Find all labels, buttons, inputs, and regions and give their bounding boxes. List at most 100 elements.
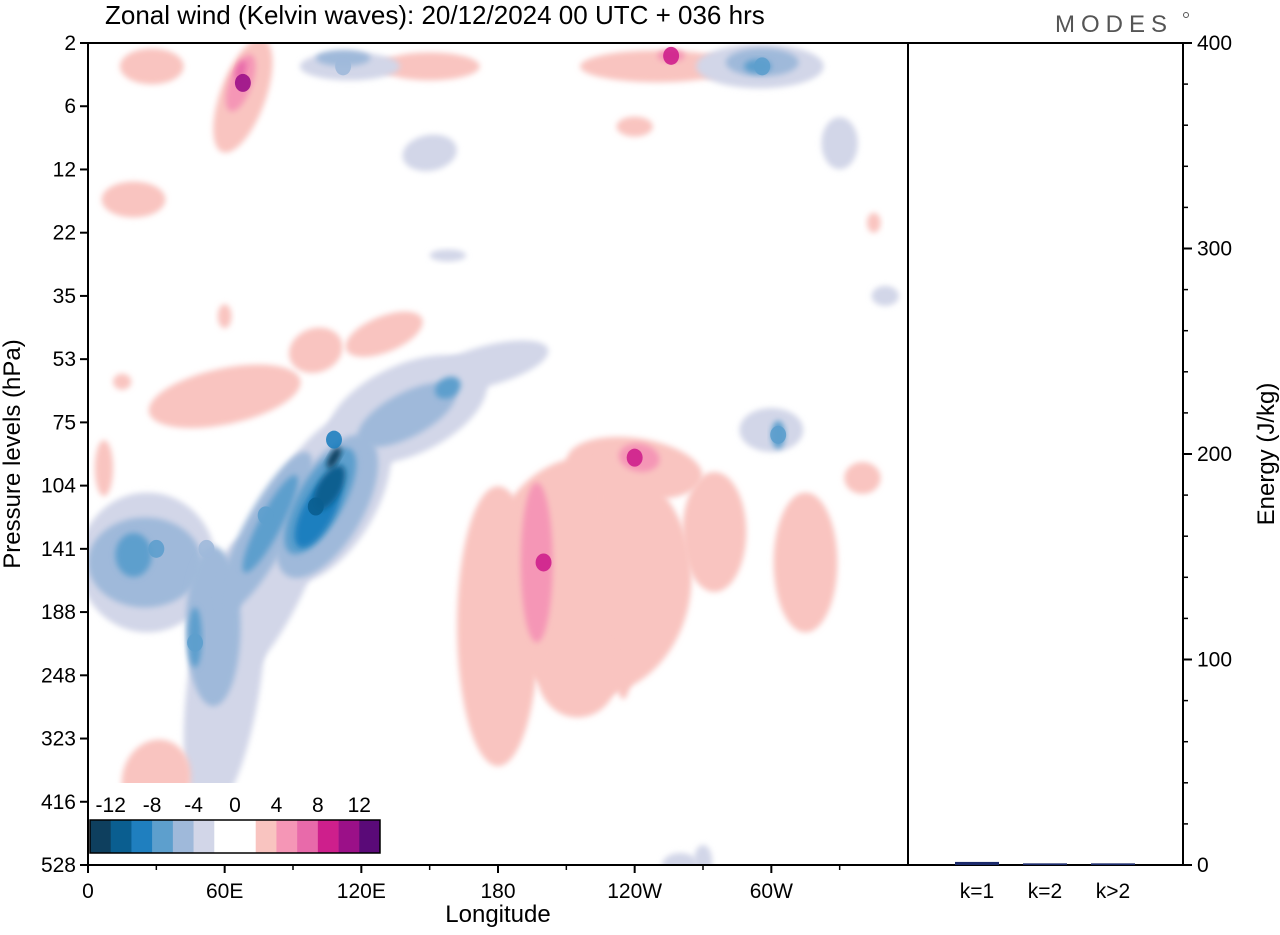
energy-category-label: k=1 bbox=[960, 880, 994, 903]
contour-blob bbox=[457, 486, 539, 767]
y-axis-label: Pressure levels (hPa) bbox=[0, 339, 26, 568]
colorbar-swatch bbox=[193, 820, 215, 853]
pressure-tick-label: 22 bbox=[53, 222, 76, 245]
contour-blob bbox=[326, 447, 342, 469]
pressure-tick-label: 188 bbox=[41, 601, 76, 624]
colorbar-label: 4 bbox=[271, 794, 283, 817]
contour-blob bbox=[821, 117, 858, 170]
logo-mark-icon bbox=[1183, 12, 1189, 18]
contour-blob bbox=[429, 249, 467, 262]
contour-blob bbox=[101, 181, 166, 218]
contour-blob bbox=[682, 471, 747, 592]
contour-blob bbox=[616, 116, 653, 137]
contour-blob bbox=[773, 492, 838, 633]
colorbar-swatch bbox=[110, 820, 132, 853]
wind-extremum bbox=[535, 553, 552, 572]
wind-extremum bbox=[234, 73, 251, 92]
colorbar-label: -8 bbox=[143, 794, 162, 817]
colorbar-swatch bbox=[214, 820, 236, 853]
colorbar-swatch bbox=[255, 820, 277, 853]
energy-tick-label: 400 bbox=[1197, 32, 1232, 55]
contour-blob bbox=[435, 376, 461, 399]
contour-blob bbox=[867, 212, 881, 233]
contour-blob bbox=[844, 462, 881, 495]
colorbar-label: 12 bbox=[348, 794, 371, 817]
contour-blob bbox=[662, 853, 699, 865]
energy-axis: 0 100 200 300 400 bbox=[1183, 32, 1232, 877]
pressure-tick-label: 248 bbox=[41, 664, 76, 687]
contour-blob bbox=[113, 373, 132, 390]
wind-extremum bbox=[754, 57, 771, 76]
colorbar-label: -4 bbox=[184, 794, 203, 817]
modes-logo: MODES bbox=[1055, 11, 1173, 38]
longitude-tick-label: 120W bbox=[607, 880, 662, 903]
wind-extremum bbox=[335, 57, 352, 76]
contour-blob bbox=[357, 382, 457, 448]
contour-blob bbox=[693, 844, 713, 865]
colorbar-swatch bbox=[172, 820, 194, 853]
energy-plot-frame bbox=[907, 42, 1184, 866]
contour-blob bbox=[379, 52, 480, 81]
wind-extremum bbox=[663, 46, 680, 65]
longitude-tick-label: 60W bbox=[750, 880, 793, 903]
energy-bar bbox=[955, 861, 999, 865]
contour-blob bbox=[536, 627, 619, 718]
contour-blob bbox=[402, 134, 457, 172]
contour-blob bbox=[94, 440, 114, 497]
pressure-tick-label: 12 bbox=[53, 158, 76, 181]
energy-tick-label: 300 bbox=[1197, 238, 1232, 261]
colorbar-label: 0 bbox=[229, 794, 241, 817]
chart-title: Zonal wind (Kelvin waves): 20/12/2024 00… bbox=[105, 0, 765, 30]
wind-extremum bbox=[307, 497, 324, 516]
colorbar-label: -12 bbox=[96, 794, 126, 817]
contour-blob bbox=[217, 304, 232, 329]
wind-extremum bbox=[257, 506, 274, 525]
pressure-tick-label: 416 bbox=[41, 791, 76, 814]
colorbar-swatch bbox=[338, 820, 360, 853]
wind-extremum bbox=[326, 430, 342, 449]
pressure-tick-label: 104 bbox=[41, 475, 76, 498]
contour-blob bbox=[580, 50, 735, 83]
energy-tick-label: 100 bbox=[1197, 649, 1232, 672]
energy-bar bbox=[1023, 863, 1067, 865]
contour-blob bbox=[616, 655, 631, 700]
pressure-tick-label: 323 bbox=[41, 728, 76, 751]
energy-category-label: k>2 bbox=[1096, 880, 1130, 903]
longitude-tick-label: 60E bbox=[206, 880, 243, 903]
energy-bar bbox=[1091, 863, 1135, 865]
pressure-tick-label: 6 bbox=[64, 95, 76, 118]
longitude-axis: 0 60E 120E 180 120W 60W bbox=[82, 865, 841, 903]
colorbar-swatch bbox=[131, 820, 153, 853]
colorbar-swatch bbox=[235, 820, 257, 853]
pressure-tick-label: 141 bbox=[41, 538, 76, 561]
contour-blob bbox=[591, 457, 610, 538]
x-axis-label: Longitude bbox=[445, 901, 550, 928]
colorbar-label: 8 bbox=[312, 794, 324, 817]
contour-blob bbox=[313, 465, 346, 510]
longitude-tick-label: 180 bbox=[480, 880, 515, 903]
contour-blob bbox=[871, 285, 899, 306]
colorbar-swatch bbox=[297, 820, 319, 853]
energy-tick-label: 200 bbox=[1197, 443, 1232, 466]
colorbar-frame bbox=[89, 819, 381, 854]
contour-blob bbox=[242, 474, 298, 573]
colorbar-swatch bbox=[90, 820, 112, 853]
wind-extremum bbox=[198, 539, 215, 558]
energy-category-label: k=2 bbox=[1028, 880, 1062, 903]
longitude-tick-label: 120E bbox=[337, 880, 386, 903]
colorbar-swatch bbox=[152, 820, 174, 853]
contour-blob bbox=[119, 48, 184, 85]
colorbar-swatch bbox=[359, 820, 381, 853]
wind-extremum bbox=[770, 425, 787, 444]
energy-axis-label: Energy (J/kg) bbox=[1253, 383, 1280, 526]
pressure-tick-label: 75 bbox=[53, 411, 76, 434]
contour-blob bbox=[289, 327, 343, 373]
energy-bars: k=1 k=2 k>2 bbox=[955, 861, 1135, 903]
colorbar-swatch bbox=[317, 820, 339, 853]
pressure-tick-label: 53 bbox=[53, 348, 76, 371]
wind-extremum bbox=[187, 633, 204, 652]
contour-blob bbox=[115, 532, 152, 577]
pressure-tick-label: 528 bbox=[41, 854, 76, 877]
